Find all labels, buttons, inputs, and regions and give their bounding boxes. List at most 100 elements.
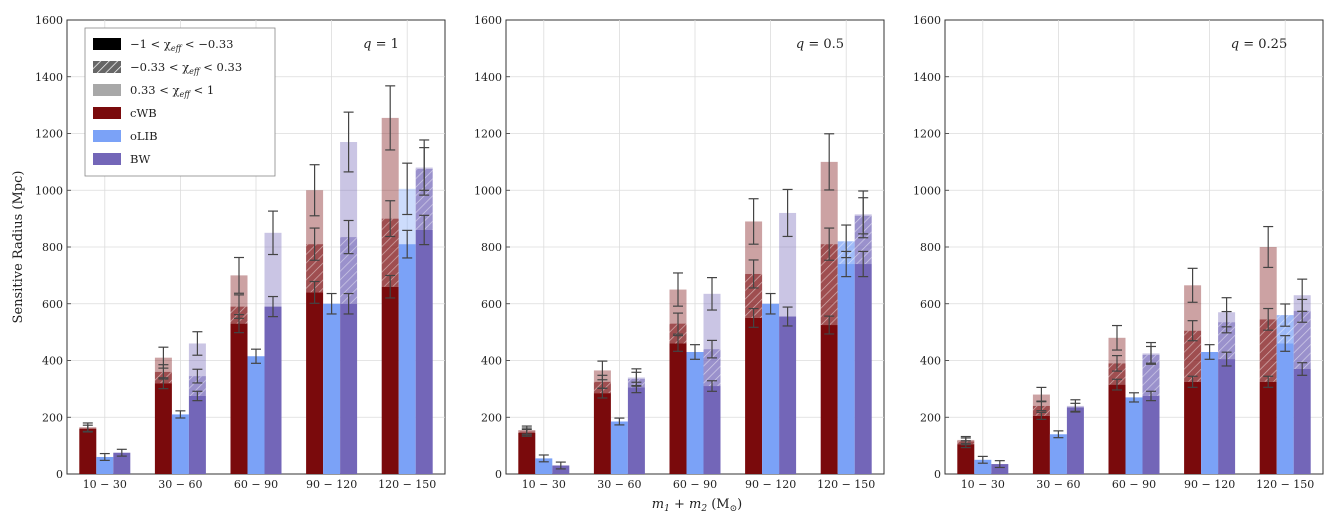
- bar-oLIB-mid-hatch: [1276, 315, 1294, 344]
- bar-cWB-low: [820, 325, 838, 474]
- bar-cWB-low: [1032, 415, 1050, 474]
- bar-cWB-low: [1184, 381, 1202, 474]
- bar-cWB-mid-hatch: [306, 244, 324, 293]
- bar-cWB-high: [820, 161, 838, 245]
- q-symbol: q: [363, 37, 371, 52]
- q-value: = 0.5: [804, 37, 844, 52]
- bar-BW-low: [991, 464, 1009, 474]
- y-tick-label: 1000: [35, 184, 63, 197]
- bar-BW-low: [188, 395, 206, 474]
- y-tick-label: 1400: [913, 71, 941, 84]
- legend-swatch-5: [93, 153, 121, 165]
- bar-BW-mid-hatch: [1293, 310, 1311, 370]
- y-tick-label: 1600: [913, 14, 941, 27]
- bar-BW-low: [113, 452, 131, 474]
- bar-cWB-low: [1259, 381, 1277, 474]
- panel-3: 0 200 400 600 800 1000 1200 1400 1600 10 − 30 30 −…: [913, 14, 1324, 491]
- bar-BW-low: [854, 264, 872, 474]
- legend-tail: < −0.33: [181, 37, 233, 51]
- y-tick-label: 1200: [913, 128, 941, 141]
- bar-oLIB-low: [247, 356, 265, 474]
- legend-text: cWB: [130, 106, 157, 120]
- legend-swatch-0: [93, 38, 121, 50]
- y-tick-label: 200: [481, 411, 502, 424]
- bar-BW-low: [340, 303, 358, 474]
- legend-tail: < 0.33: [200, 60, 243, 74]
- bar-cWB-low: [381, 286, 399, 474]
- y-tick-label: 800: [481, 241, 502, 254]
- x-tick-label: 10 − 30: [961, 478, 1005, 491]
- bar-cWB-mid-hatch: [820, 244, 838, 326]
- y-tick-label: 1400: [35, 71, 63, 84]
- x-tick-label: 90 − 120: [1184, 478, 1235, 491]
- bar-BW-low: [1293, 369, 1311, 474]
- x-tick-label: 30 − 60: [158, 478, 202, 491]
- y-tick-label: 1400: [474, 71, 502, 84]
- y-tick-label: 200: [920, 411, 941, 424]
- x-tick-label: 120 − 150: [1256, 478, 1314, 491]
- bar-BW-low: [415, 229, 433, 474]
- x-tick-label: 60 − 90: [234, 478, 278, 491]
- bar-cWB-high: [1184, 285, 1202, 331]
- bar-cWB-high: [306, 190, 324, 245]
- bar-oLIB-low: [762, 303, 780, 474]
- bar-BW-low: [1066, 407, 1084, 474]
- legend: −1 < χeff < −0.33−0.33 < χeff < 0.330.33…: [84, 27, 276, 177]
- bar-oLIB-low: [610, 421, 628, 474]
- bar-BW-low: [1218, 359, 1236, 474]
- x-tick-label: 90 − 120: [745, 478, 796, 491]
- bar-BW-mid-hatch: [415, 168, 433, 230]
- bar-cWB-mid-hatch: [1184, 330, 1202, 382]
- legend-box: [84, 27, 276, 177]
- legend-label-0: −1 < χeff < −0.33: [130, 37, 233, 53]
- bar-BW-low: [703, 386, 721, 474]
- bar-oLIB-low: [1049, 434, 1067, 474]
- bar-BW-mid-hatch: [1142, 354, 1160, 396]
- y-tick-label: 800: [920, 241, 941, 254]
- bar-cWB-high: [745, 221, 763, 274]
- bar-BW-high: [340, 142, 358, 238]
- x-axis-label: m1 + m2 (M⊙): [652, 497, 742, 512]
- bar-cWB-low: [306, 292, 324, 474]
- x-tick-label: 30 − 60: [1036, 478, 1080, 491]
- y-tick-label: 600: [42, 298, 63, 311]
- bar-cWB-mid-hatch: [1259, 319, 1277, 382]
- y-tick-label: 1200: [474, 128, 502, 141]
- bar-cWB-low: [79, 428, 97, 474]
- q-value: = 1: [371, 37, 398, 52]
- y-tick-label: 600: [920, 298, 941, 311]
- y-tick-label: 1600: [35, 14, 63, 27]
- legend-sub: eff: [171, 44, 183, 53]
- bar-cWB-low: [669, 343, 687, 474]
- bar-cWB-mid-hatch: [745, 273, 763, 318]
- x-tick-label: 90 − 120: [306, 478, 357, 491]
- y-tick-label: 1000: [913, 184, 941, 197]
- legend-text: oLIB: [130, 129, 158, 143]
- bar-oLIB-low: [837, 264, 855, 474]
- bar-cWB-low: [1108, 384, 1126, 474]
- y-tick-label: 1200: [35, 128, 63, 141]
- bar-cWB-mid-hatch: [381, 218, 399, 287]
- bar-oLIB-low: [686, 351, 704, 474]
- y-tick-label: 0: [934, 468, 941, 481]
- x-tick-label: 60 − 90: [1112, 478, 1156, 491]
- legend-text: 0.33 < χ: [130, 83, 180, 97]
- y-tick-label: 1000: [474, 184, 502, 197]
- legend-swatch-2: [93, 84, 121, 96]
- bar-oLIB-low: [1125, 397, 1143, 474]
- legend-label-5: BW: [130, 152, 150, 166]
- y-tick-label: 400: [481, 355, 502, 368]
- legend-label-3: cWB: [130, 106, 157, 120]
- legend-sub: eff: [189, 67, 201, 76]
- legend-sub: eff: [180, 90, 192, 99]
- bar-BW-high: [188, 343, 206, 377]
- legend-label-2: 0.33 < χeff < 1: [130, 83, 214, 99]
- bar-oLIB-low: [323, 303, 341, 474]
- bar-cWB-low: [593, 393, 611, 474]
- bar-cWB-low: [230, 323, 248, 474]
- y-tick-label: 400: [42, 355, 63, 368]
- bar-cWB-low: [745, 317, 763, 474]
- y-tick-label: 400: [920, 355, 941, 368]
- bar-BW-high: [779, 212, 797, 317]
